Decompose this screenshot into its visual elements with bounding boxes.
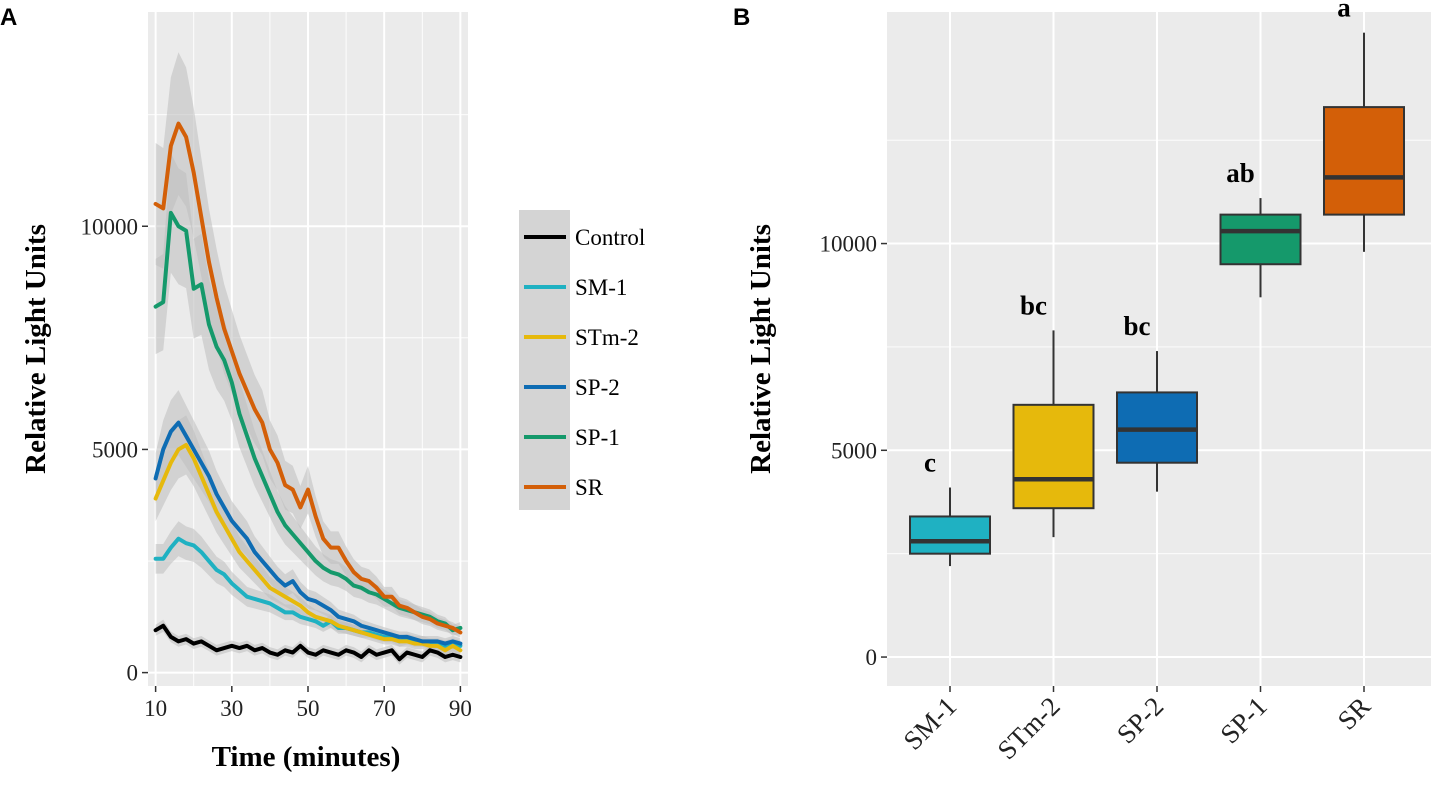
series-line-sr xyxy=(153,121,463,635)
x-tick-label-sm-1: SM-1 xyxy=(898,691,963,756)
x-tick-label: 10 xyxy=(144,696,167,721)
x-tick-label-sp-1: SP-1 xyxy=(1214,691,1272,749)
chart-a-x-axis-title: Time (minutes) xyxy=(212,741,401,773)
legend-label-stm-2: STm-2 xyxy=(575,325,639,350)
x-tick-label: 50 xyxy=(297,696,320,721)
legend-label-sp-2: SP-2 xyxy=(575,375,620,400)
chart-b-boxes: c bc bc ab a xyxy=(909,0,1405,567)
chart-a-gridlines xyxy=(148,12,468,686)
x-tick-label-sr: SR xyxy=(1332,691,1377,736)
significance-label: c xyxy=(924,448,936,478)
y-tick-label: 10000 xyxy=(81,214,139,239)
legend-label-sr: SR xyxy=(575,475,604,500)
box-iqr xyxy=(909,515,991,555)
legend-items: Control SM-1 STm-2 SP-2 SP-1 SR xyxy=(524,225,645,500)
ribbon-sm-1 xyxy=(155,521,461,652)
x-tick-label-sp-2: SP-2 xyxy=(1111,691,1169,749)
box-iqr xyxy=(1012,403,1095,510)
chart-b-x-ticks: SM-1 STm-2 SP-2 SP-1 SR xyxy=(898,686,1377,765)
box-sp-1: ab xyxy=(1219,158,1302,298)
significance-label: bc xyxy=(1124,311,1151,341)
box-sm-1: c xyxy=(909,448,991,567)
legend-key-background xyxy=(519,210,570,510)
legend-label-control: Control xyxy=(575,225,645,250)
series-line-sp-2 xyxy=(153,420,463,646)
chart-a-y-axis-title: Relative Light Units xyxy=(20,224,52,474)
chart-a-y-ticks: 0 5000 10000 xyxy=(81,214,148,686)
x-tick-label-stm-2: STm-2 xyxy=(991,691,1065,765)
chart-a: 0 5000 10000 10 30 50 70 90 Time (minutes) Rel… xyxy=(20,12,645,773)
box-iqr xyxy=(1219,213,1302,266)
chart-a-series-lines xyxy=(153,121,463,662)
y-tick-label: 5000 xyxy=(92,437,138,462)
x-tick-label: 70 xyxy=(373,696,396,721)
x-tick-label: 90 xyxy=(449,696,472,721)
y-tick-label: 5000 xyxy=(831,438,877,463)
chart-a-x-ticks: 10 30 50 70 90 xyxy=(144,686,472,721)
y-tick-label: 0 xyxy=(127,661,139,686)
legend-label-sp-1: SP-1 xyxy=(575,425,620,450)
series-line-stm-2 xyxy=(153,442,463,653)
legend-label-sm-1: SM-1 xyxy=(575,275,627,300)
chart-b-y-axis-title: Relative Light Units xyxy=(745,224,777,474)
box-sr: a xyxy=(1323,0,1405,252)
y-tick-label: 10000 xyxy=(820,232,878,257)
chart-a-legend: Control SM-1 STm-2 SP-2 SP-1 SR xyxy=(519,210,645,510)
box-sp-2: bc xyxy=(1116,311,1198,492)
significance-label: a xyxy=(1337,0,1351,23)
series-line-sm-1 xyxy=(153,536,463,648)
y-tick-label: 0 xyxy=(866,645,878,670)
panel-b-label: B xyxy=(733,4,750,31)
significance-label: bc xyxy=(1020,290,1047,320)
series-line-control xyxy=(153,623,463,662)
chart-b-y-ticks: 0 5000 10000 xyxy=(820,232,887,670)
box-iqr xyxy=(1323,106,1405,216)
significance-label: ab xyxy=(1226,158,1255,188)
x-tick-label: 30 xyxy=(220,696,243,721)
box-stm-2: bc xyxy=(1012,290,1095,538)
panel-a-label: A xyxy=(0,4,17,31)
